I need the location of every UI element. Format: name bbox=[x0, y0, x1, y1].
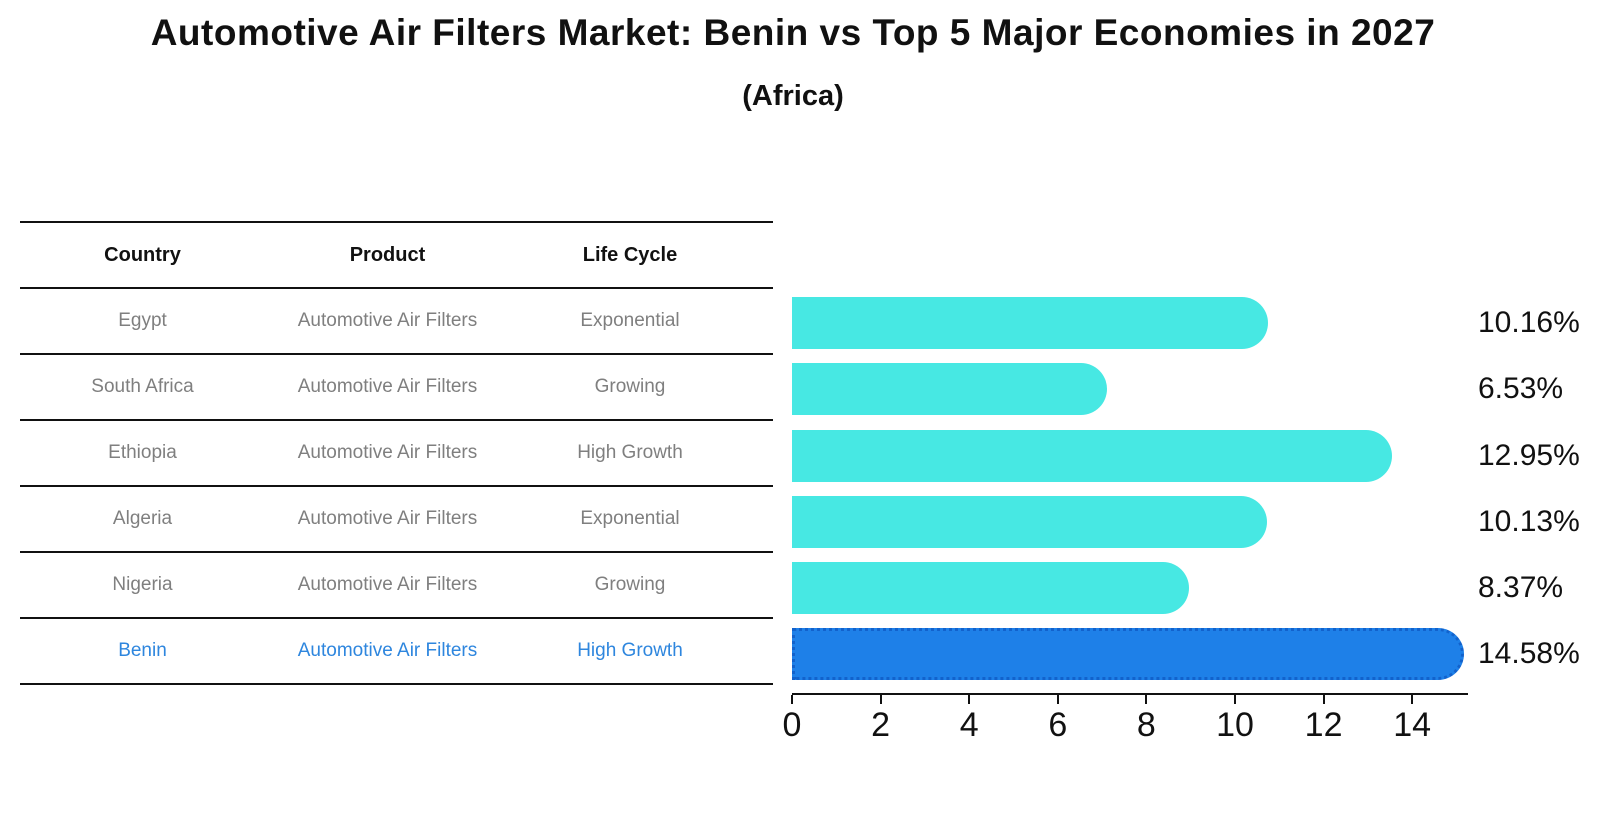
value-label: 14.58% bbox=[1478, 637, 1580, 671]
table-body: Egypt Automotive Air Filters Exponential So… bbox=[20, 289, 773, 685]
page-subtitle: (Africa) bbox=[742, 80, 844, 112]
bar-algeria bbox=[792, 495, 1267, 548]
value-label: 6.53% bbox=[1478, 372, 1564, 406]
table-row: Nigeria Automotive Air Filters Growing bbox=[20, 553, 773, 619]
x-tick-label: 8 bbox=[1136, 706, 1156, 744]
value-label: 10.13% bbox=[1478, 504, 1580, 538]
product-cell: Automotive Air Filters bbox=[297, 574, 478, 595]
table-row: South Africa Automotive Air Filters Growin… bbox=[20, 355, 773, 421]
bar-egypt bbox=[792, 297, 1269, 350]
header-country: Country bbox=[104, 243, 181, 266]
x-tick bbox=[1411, 695, 1414, 704]
bar-ethiopia bbox=[792, 429, 1392, 482]
country-cell: Algeria bbox=[112, 508, 173, 529]
lifecycle-cell: High Growth bbox=[577, 442, 683, 463]
x-tick bbox=[1056, 695, 1059, 704]
country-cell: South Africa bbox=[91, 376, 194, 397]
lifecycle-cell: Exponential bbox=[580, 310, 680, 331]
product-cell: Automotive Air Filters bbox=[297, 508, 478, 529]
x-tick bbox=[1322, 695, 1325, 704]
x-tick bbox=[879, 695, 882, 704]
header-life-cycle: Life Cycle bbox=[582, 243, 678, 266]
page-title: Automotive Air Filters Market: Benin vs … bbox=[150, 12, 1436, 53]
country-cell: Egypt bbox=[118, 310, 167, 331]
value-label: 8.37% bbox=[1478, 570, 1564, 604]
x-tick-label: 10 bbox=[1216, 706, 1254, 744]
value-label: 12.95% bbox=[1478, 438, 1580, 472]
bar-benin bbox=[792, 628, 1464, 681]
country-cell: Benin bbox=[118, 640, 167, 661]
country-cell: Nigeria bbox=[112, 574, 173, 595]
x-tick-label: 14 bbox=[1393, 706, 1432, 744]
bar-south-africa bbox=[792, 363, 1108, 416]
x-tick bbox=[791, 695, 793, 704]
product-cell: Automotive Air Filters bbox=[297, 376, 478, 397]
x-tick-label: 0 bbox=[782, 706, 802, 744]
table-row: Ethiopia Automotive Air Filters High Growt… bbox=[20, 421, 773, 487]
header-product: Product bbox=[349, 243, 426, 266]
product-cell: Automotive Air Filters bbox=[297, 442, 478, 463]
x-tick bbox=[1145, 695, 1148, 704]
value-label: 10.16% bbox=[1478, 306, 1580, 340]
bar-nigeria bbox=[792, 561, 1189, 614]
data-table: Country Product Life Cycle Egypt Automoti… bbox=[20, 221, 773, 685]
x-tick-label: 2 bbox=[871, 706, 891, 744]
country-cell: Ethiopia bbox=[108, 442, 177, 463]
table-row: Algeria Automotive Air Filters Exponential bbox=[20, 487, 773, 553]
lifecycle-cell: Growing bbox=[594, 574, 666, 595]
x-tick bbox=[1234, 695, 1236, 704]
product-cell: Automotive Air Filters bbox=[297, 640, 478, 661]
table-row: Benin Automotive Air Filters High Growth bbox=[20, 619, 773, 685]
x-tick bbox=[968, 695, 971, 704]
x-tick-label: 6 bbox=[1048, 706, 1068, 744]
product-cell: Automotive Air Filters bbox=[297, 310, 478, 331]
lifecycle-cell: Exponential bbox=[580, 508, 680, 529]
x-axis-line bbox=[792, 693, 1468, 695]
lifecycle-cell: High Growth bbox=[577, 640, 683, 661]
table-row: Egypt Automotive Air Filters Exponential bbox=[20, 289, 773, 355]
x-tick-label: 4 bbox=[959, 706, 979, 744]
x-tick-label: 12 bbox=[1304, 706, 1343, 744]
lifecycle-cell: Growing bbox=[594, 376, 666, 397]
table-header-row: Country Product Life Cycle bbox=[20, 223, 773, 289]
